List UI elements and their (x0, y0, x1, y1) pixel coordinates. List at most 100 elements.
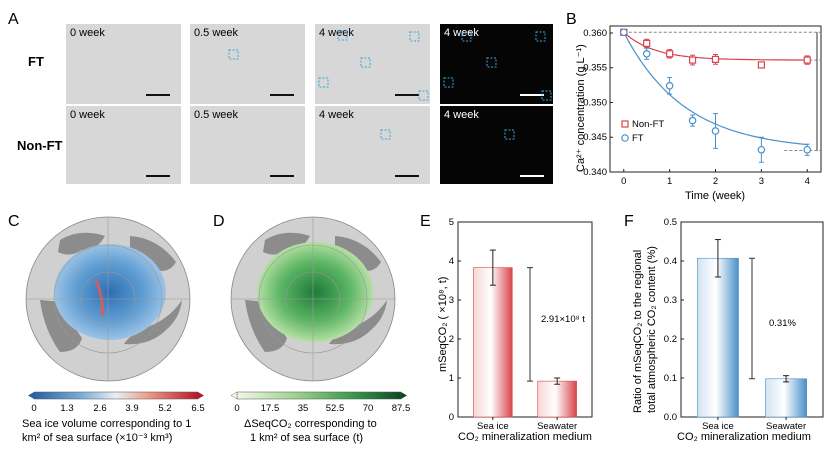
colorbar-c-arrow-low (28, 392, 34, 399)
colorbar-d-caption-2: 1 km² of sea surface (t) (250, 432, 363, 444)
x-tick-label: 4 (805, 176, 810, 187)
y-tick-label: 0.340 (583, 167, 607, 178)
panel-letter-a: A (8, 11, 19, 28)
panel-d-map: 0 17.5 35 52.5 70 87.5 ΔSeqCO₂ correspon… (230, 216, 411, 444)
tile-nonft-0 (66, 106, 181, 184)
x-tick-label: 0 (621, 176, 626, 187)
difference-annotation: 0.31% (769, 318, 796, 329)
colorbar-c-arrow-high (198, 392, 204, 399)
data-point-nonft (757, 61, 765, 69)
plot-frame (680, 221, 824, 418)
x-tick-label: Sea ice (477, 421, 509, 432)
x-tick-label: 1 (667, 176, 672, 187)
y-tick-label: 3 (449, 295, 454, 306)
tile-label: 0.5 week (194, 109, 239, 121)
tile-ft-0.5 (190, 24, 305, 104)
panel-letter-d: D (213, 213, 225, 230)
row-label-nonft: Non-FT (17, 138, 63, 153)
colorbar-c-tick: 3.9 (125, 403, 138, 414)
data-point-ft (642, 50, 651, 58)
x-axis-label: CO₂ mineralization medium (677, 431, 811, 443)
x-axis-label: CO₂ mineralization medium (458, 431, 592, 443)
x-axis-label: Time (week) (685, 190, 745, 202)
data-point-nonft (803, 56, 811, 64)
y-tick-label: 0.4 (664, 256, 677, 267)
x-tick-label: 3 (759, 176, 764, 187)
panel-letter-f: F (624, 213, 634, 230)
x-tick-label: Sea ice (702, 421, 734, 432)
colorbar-d (236, 391, 402, 400)
tile-nonft-4 (315, 106, 430, 184)
sea-ice-volume (54, 244, 166, 340)
data-point-nonft (688, 56, 697, 64)
colorbar-c-tick: 6.5 (191, 403, 204, 414)
y-tick-label: 5 (449, 217, 454, 228)
y-axis-label: Ca²⁺ concentration (g L⁻¹) (575, 44, 587, 172)
y-axis-label-1: Ratio of mSeqCO₂ to the regional (632, 250, 644, 413)
panel-letter-e: E (420, 213, 431, 230)
colorbar-d-tick: 70 (363, 403, 374, 414)
y-tick-label: 0.5 (664, 217, 677, 228)
y-tick-label: 0.1 (664, 373, 677, 384)
data-point-ft (665, 81, 674, 90)
tile-label: 0 week (70, 27, 105, 39)
colorbar-d-tick: 87.5 (392, 403, 411, 414)
x-tick-label: 2 (713, 176, 718, 187)
bar-sea-ice (473, 267, 513, 418)
y-tick-label: 0.0 (664, 412, 677, 423)
tile-ft-0 (66, 24, 181, 104)
panel-e-chart: mSeqCO₂ ( ×10⁸, t) CO₂ mineralization me… (437, 217, 593, 443)
colorbar-c-tick: 1.3 (60, 403, 73, 414)
panel-c-map: 0 1.3 2.6 3.9 5.2 6.5 Sea ice volume cor… (22, 216, 205, 444)
y-tick-label: 0.345 (583, 132, 607, 143)
colorbar-c-tick: 0 (31, 403, 36, 414)
colorbar-c-tick: 5.2 (158, 403, 171, 414)
colorbar-c-caption-2: km² of sea surface (×10⁻³ km³) (22, 432, 172, 444)
colorbar-c-tick: 2.6 (93, 403, 106, 414)
colorbar-d-tick: 35 (298, 403, 309, 414)
y-axis-label-2: total atmospheric CO₂ content (%) (646, 246, 658, 413)
legend-marker-nonft (621, 120, 629, 128)
panel-letter-b: B (566, 11, 577, 28)
colorbar-d-tick: 0 (234, 403, 239, 414)
tile-nonft-4-dark (440, 106, 553, 184)
colorbar-d-tick: 52.5 (326, 403, 345, 414)
row-label-ft: FT (28, 54, 44, 69)
y-tick-label: 4 (449, 256, 454, 267)
crystal-markers (228, 30, 552, 140)
legend-marker-ft (621, 134, 629, 142)
data-point-ft (757, 145, 766, 154)
panel-letter-c: C (8, 213, 20, 230)
graticule (26, 217, 190, 381)
data-point-nonft (666, 50, 674, 58)
data-point-nonft (643, 39, 651, 47)
x-tick-label: Seawater (766, 421, 806, 432)
seq-co2-field (257, 242, 373, 342)
data-point-ft (711, 127, 720, 135)
data-point-ft (619, 28, 628, 37)
tile-ft-4 (315, 24, 430, 104)
colorbar-d-tick: 17.5 (261, 403, 280, 414)
bar-sea-ice (697, 257, 739, 418)
scale-bars (146, 94, 419, 177)
y-axis-label: mSeqCO₂ ( ×10⁸, t) (437, 277, 449, 372)
tile-label: 0 week (70, 109, 105, 121)
legend-label-ft: FT (632, 133, 644, 144)
colorbar-d-caption-1: ΔSeqCO₂ corresponding to (244, 418, 377, 430)
tile-nonft-0.5 (190, 106, 305, 184)
tile-label: 4 week (319, 109, 354, 121)
bar-seawater (537, 380, 577, 418)
y-tick-label: 0.350 (583, 97, 607, 108)
y-tick-label: 0.2 (664, 334, 677, 345)
colorbar-c (33, 391, 199, 400)
y-tick-label: 1 (449, 373, 454, 384)
tile-label: 4 week (444, 109, 479, 121)
bar-seawater (765, 378, 807, 418)
data-point-nonft (711, 55, 720, 63)
difference-annotation: 2.91×10⁸ t (541, 314, 585, 325)
y-tick-label: 0.360 (583, 28, 607, 39)
panel-a: FT Non-FT 0 week 0.5 week 4 week 4 week … (17, 24, 553, 184)
colorbar-d-arrow-low (230, 391, 238, 400)
x-tick-label: Seawater (537, 421, 577, 432)
